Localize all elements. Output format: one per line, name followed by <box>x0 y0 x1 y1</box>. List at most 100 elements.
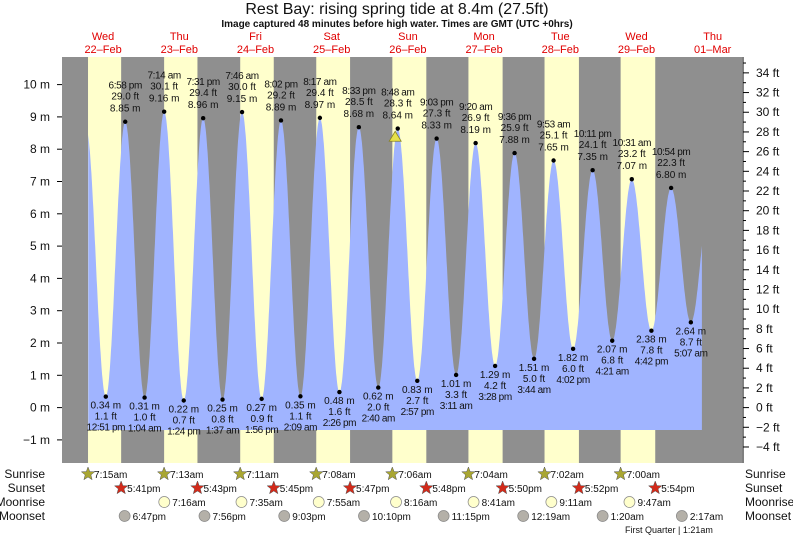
tide-high-time-label: 10:54 pm <box>652 147 691 158</box>
day-header-date: 25–Feb <box>313 44 350 56</box>
left-axis-tick-label: 1 m <box>30 368 50 382</box>
tide-low-point <box>610 338 615 343</box>
tide-high-ft-label: 24.1 ft <box>579 140 607 151</box>
sunrise-time: 7:00am <box>627 470 660 481</box>
tide-low-time-label: 2:09 am <box>284 422 317 433</box>
left-axis-tick-label: 3 m <box>30 304 50 318</box>
day-header-date: 23–Feb <box>161 44 198 56</box>
tide-high-ft-label: 29.4 ft <box>306 88 334 99</box>
tide-low-point <box>142 395 147 400</box>
sunrise-time: 7:13am <box>170 470 203 481</box>
moonrise-row-label-left: Moonrise <box>0 495 45 509</box>
left-axis-tick-label: −1 m <box>23 433 50 447</box>
tide-low-time-label: 3:28 pm <box>478 392 511 403</box>
day-headers: Wed22–FebThu23–FebFri24–FebSat25–FebSun2… <box>84 31 731 56</box>
tide-low-ft-label: 2.0 ft <box>367 403 389 414</box>
tide-high-time-label: 9:36 pm <box>498 112 531 123</box>
tide-low-m-label: 1.29 m <box>480 370 511 381</box>
tide-high-ft-label: 30.0 ft <box>228 82 256 93</box>
right-axis-tick-label: −4 ft <box>756 440 780 454</box>
tide-low-time-label: 1:04 am <box>128 424 161 435</box>
moonset-icon <box>198 510 211 522</box>
sunset-row-label-left: Sunset <box>8 481 46 495</box>
tide-high-point <box>434 136 439 141</box>
tide-low-m-label: 2.38 m <box>636 335 667 346</box>
chart-subtitle: Image captured 48 minutes before high wa… <box>221 19 572 30</box>
tide-high-ft-label: 25.1 ft <box>540 131 568 142</box>
tide-high-time-label: 6:58 pm <box>109 81 142 92</box>
left-axis-tick-label: 9 m <box>30 110 50 124</box>
tide-low-ft-label: 6.0 ft <box>562 364 584 375</box>
day-header-date: 01–Mar <box>694 44 732 56</box>
tide-low-ft-label: 8.7 ft <box>680 337 702 348</box>
tide-low-point <box>649 328 654 333</box>
tide-low-time-label: 1:37 am <box>206 426 239 437</box>
left-axis-tick-label: 10 m <box>23 78 50 92</box>
day-header-date: 29–Feb <box>618 44 655 56</box>
moonset-time: 1:20am <box>611 512 644 523</box>
tide-low-m-label: 1.82 m <box>558 353 589 364</box>
tide-low-time-label: 5:07 am <box>674 348 707 359</box>
left-axis-tick-label: 8 m <box>30 142 50 156</box>
right-axis-tick-label: 30 ft <box>756 105 780 119</box>
left-axis-tick-label: 5 m <box>30 239 50 253</box>
tide-high-m-label: 7.35 m <box>577 152 608 163</box>
day-header-date: 27–Feb <box>465 44 502 56</box>
moonrise-time: 9:11am <box>559 498 592 509</box>
tide-low-time-label: 2:26 pm <box>323 418 356 429</box>
moonset-icon <box>278 510 291 522</box>
moonset-time: 10:10pm <box>372 512 411 523</box>
sunset-icon <box>342 480 358 495</box>
day-header-dow: Sat <box>323 31 340 43</box>
sunset-time: 5:50pm <box>509 484 542 495</box>
tide-high-ft-label: 25.9 ft <box>501 123 529 134</box>
moonrise-icon <box>235 496 248 508</box>
tide-low-ft-label: 1.1 ft <box>289 411 311 422</box>
moonrise-row-label-right: Moonrise <box>745 495 793 509</box>
tide-high-time-label: 10:11 pm <box>574 129 612 140</box>
left-axis-tick-label: 4 m <box>30 271 50 285</box>
sunrise-time: 7:15am <box>94 470 127 481</box>
tide-low-ft-label: 1.0 ft <box>133 413 155 424</box>
tide-low-ft-label: 5.0 ft <box>523 374 545 385</box>
moonset-icon <box>675 510 688 522</box>
tide-high-m-label: 8.19 m <box>460 125 491 136</box>
tide-low-ft-label: 0.8 ft <box>211 415 233 426</box>
tide-high-m-label: 8.64 m <box>382 111 413 122</box>
day-header-dow: Thu <box>170 31 189 43</box>
right-axis-tick-label: 18 ft <box>756 223 780 237</box>
current-tide-marker <box>388 130 402 142</box>
tide-low-m-label: 2.64 m <box>676 326 707 337</box>
chart-title: Rest Bay: rising spring tide at 8.4m (27… <box>245 1 548 18</box>
tide-high-point <box>668 185 674 191</box>
sunset-time: 5:54pm <box>661 484 694 495</box>
left-axis-tick-label: 6 m <box>30 207 50 221</box>
tide-low-ft-label: 0.9 ft <box>251 414 273 425</box>
tide-low-point <box>376 385 381 390</box>
day-header-dow: Wed <box>92 31 114 43</box>
tide-high-m-label: 7.88 m <box>499 135 530 146</box>
tide-high-point <box>590 167 595 173</box>
tide-high-time-label: 9:03 pm <box>420 98 453 109</box>
right-axis-tick-label: 10 ft <box>756 302 780 316</box>
right-axis-tick-label: 20 ft <box>756 204 780 218</box>
moonset-time: 12:19am <box>531 512 570 523</box>
moonrise-time: 8:41am <box>482 498 515 509</box>
day-header-dow: Wed <box>625 31 647 43</box>
day-header-dow: Sun <box>398 31 418 43</box>
tide-high-point <box>356 125 362 130</box>
sunrise-row-label-right: Sunrise <box>745 467 786 481</box>
sunset-time: 5:48pm <box>432 484 465 495</box>
tide-low-point <box>220 397 225 402</box>
moonset-time: 6:47pm <box>133 512 166 523</box>
moonrise-icon <box>390 496 402 508</box>
sunset-time: 5:41pm <box>127 484 160 495</box>
moon-phase-note: First Quarter | 1:21am <box>625 525 713 535</box>
axes: −1 m 0 m 1 m 2 m 3 m 4 m 5 m 6 m 7 m 8 m 9 m 10 m −4… <box>23 57 780 463</box>
moonset-icon <box>517 510 530 522</box>
sunset-icon <box>113 480 129 495</box>
tide-low-time-label: 3:11 am <box>440 401 473 412</box>
moonrise-time: 9:47am <box>637 498 670 509</box>
tide-area <box>88 111 702 431</box>
